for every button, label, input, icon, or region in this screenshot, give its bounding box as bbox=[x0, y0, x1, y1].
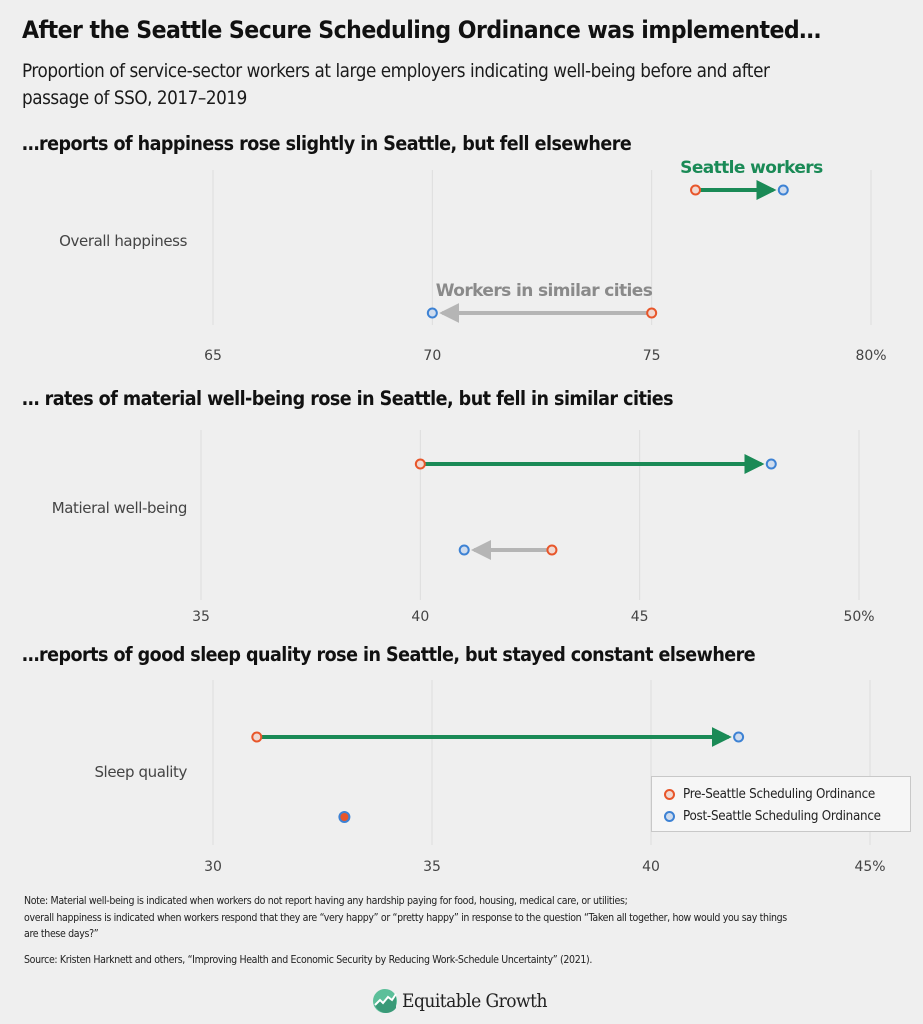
similar-post-point bbox=[426, 307, 438, 319]
seattle-pre-point bbox=[414, 458, 426, 470]
notes: Note: Material well-being is indicated w… bbox=[24, 893, 798, 968]
seattle-series-label: Seattle workers bbox=[680, 160, 823, 178]
category-label: Overall happiness bbox=[59, 232, 187, 250]
similar-post-point bbox=[458, 544, 470, 556]
panel-heading-material: … rates of material well-being rose in S… bbox=[22, 387, 674, 410]
similar-series-label: Workers in similar cities bbox=[436, 281, 653, 301]
tick-label: 30 bbox=[204, 859, 222, 875]
chart-title: After the Seattle Secure Scheduling Ordi… bbox=[22, 16, 821, 44]
chart-subtitle: Proportion of service-sector workers at … bbox=[22, 60, 770, 109]
logo: Equitable Growth bbox=[372, 988, 563, 1014]
legend-label-pre: Pre-Seattle Scheduling Ordinance bbox=[683, 787, 876, 802]
tick-label: 75 bbox=[643, 348, 661, 364]
panel-sleep: 30 35 40 45% Sleep quality bbox=[94, 680, 886, 875]
tick-label: 65 bbox=[204, 348, 222, 364]
tick-label: 35 bbox=[192, 609, 210, 625]
tick-label: 80% bbox=[855, 348, 886, 364]
tick-label: 70 bbox=[423, 348, 441, 364]
tick-label: 45 bbox=[631, 609, 649, 625]
panel-happiness: 65 70 75 80% Overall happiness Seattle worker… bbox=[59, 160, 886, 364]
logo-text: Equitable Growth bbox=[402, 990, 548, 1012]
seattle-pre-point bbox=[690, 184, 702, 196]
category-label: Sleep quality bbox=[94, 763, 187, 781]
tick-label: 50% bbox=[843, 609, 874, 625]
panel-heading-sleep: …reports of good sleep quality rose in S… bbox=[22, 643, 756, 666]
panel-material: 35 40 45 50% Matieral well-being bbox=[52, 430, 875, 625]
legend: Pre-Seattle Scheduling Ordinance Post-Se… bbox=[651, 776, 911, 832]
seattle-pre-point bbox=[251, 731, 263, 743]
tick-label: 35 bbox=[423, 859, 441, 875]
seattle-post-point bbox=[777, 184, 789, 196]
legend-label-post: Post-Seattle Scheduling Ordinance bbox=[683, 809, 881, 824]
note-line-1: Note: Material well-being is indicated w… bbox=[24, 894, 628, 907]
panel-heading-happiness: …reports of happiness rose slightly in S… bbox=[22, 132, 632, 155]
note-line-2: overall happiness is indicated when work… bbox=[24, 910, 787, 941]
legend-item-pre: Pre-Seattle Scheduling Ordinance bbox=[664, 787, 892, 802]
equitable-growth-logo-icon bbox=[373, 989, 397, 1013]
similar-pre-point bbox=[546, 544, 558, 556]
category-label: Matieral well-being bbox=[52, 499, 187, 517]
tick-label: 40 bbox=[411, 609, 429, 625]
legend-item-post: Post-Seattle Scheduling Ordinance bbox=[664, 809, 898, 824]
similar-pre-point bbox=[646, 307, 658, 319]
source-note: Source: Kristen Harknett and others, “Im… bbox=[24, 952, 593, 966]
seattle-post-point bbox=[733, 731, 745, 743]
similar-unchanged-point bbox=[338, 811, 351, 823]
tick-label: 40 bbox=[642, 859, 660, 875]
seattle-post-point bbox=[765, 458, 777, 470]
legend-marker-pre bbox=[664, 789, 675, 800]
tick-label: 45% bbox=[854, 859, 885, 875]
legend-marker-post bbox=[664, 811, 675, 822]
